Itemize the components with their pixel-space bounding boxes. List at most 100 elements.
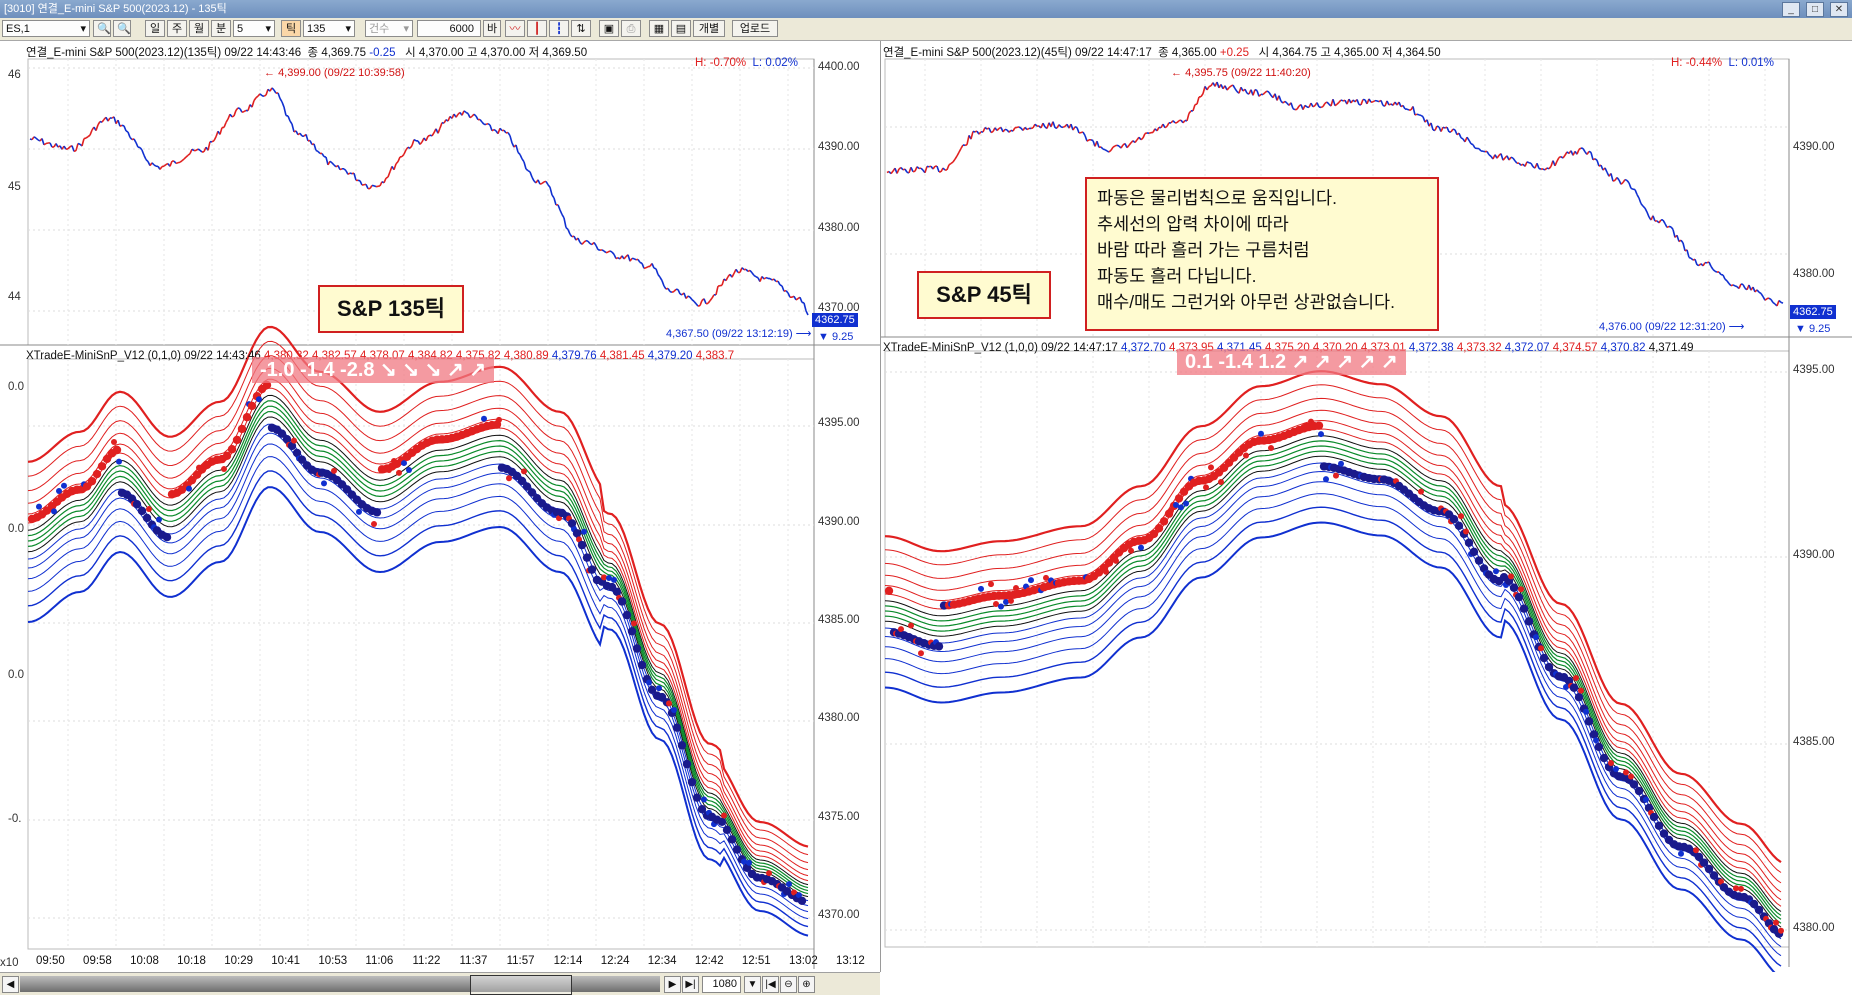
wave-dot — [1138, 545, 1144, 551]
wave-dot — [356, 509, 362, 515]
price-segment — [542, 182, 544, 184]
bars-input[interactable]: 6000 — [417, 20, 481, 37]
price-segment — [334, 165, 336, 167]
candle-chart-icon[interactable]: ┃ — [527, 20, 547, 37]
price-segment — [800, 297, 802, 302]
wave-dot — [1268, 445, 1274, 451]
scroll-end-icon[interactable]: ▶| — [682, 976, 699, 993]
price-segment — [1431, 123, 1433, 130]
left-ind-ytick: 4375.00 — [818, 811, 860, 823]
copy-icon[interactable]: ▣ — [599, 20, 619, 37]
count-select[interactable]: 건수▾ — [365, 20, 413, 37]
left-scrollbar[interactable]: ◀ ▶ ▶| 1080 ▼ |◀ ⊖ ⊕ — [0, 972, 880, 995]
price-segment — [1725, 279, 1727, 281]
minute-select[interactable]: 5▾ — [233, 20, 275, 37]
price-segment — [1641, 204, 1643, 206]
wave-blob — [1455, 522, 1463, 530]
time-label: 12:24 — [601, 955, 630, 967]
price-segment — [961, 145, 963, 149]
price-segment — [394, 164, 396, 170]
price-segment — [778, 281, 780, 285]
indicator-band — [885, 507, 1781, 966]
price-segment — [490, 125, 492, 131]
wave-blob — [143, 514, 151, 522]
wave-blob — [683, 760, 691, 768]
zoom-input[interactable]: 1080 — [702, 976, 741, 993]
price-segment — [322, 153, 324, 156]
price-segment — [696, 304, 698, 306]
wave-blob — [693, 793, 701, 801]
price-segment — [754, 275, 756, 276]
print-icon[interactable]: ⎙ — [621, 20, 641, 37]
price-segment — [144, 155, 146, 159]
period-minute-button[interactable]: 분 — [211, 20, 231, 37]
minimize-button[interactable]: _ — [1782, 2, 1800, 17]
wave-blob — [1540, 654, 1548, 662]
price-segment — [1025, 127, 1027, 129]
price-segment — [518, 152, 520, 154]
close-button[interactable]: ✕ — [1830, 2, 1848, 17]
price-segment — [1361, 99, 1363, 104]
tick-chart-icon[interactable]: ⇅ — [571, 20, 591, 37]
price-segment — [1291, 103, 1293, 109]
zoom-out-icon[interactable]: ▼ — [744, 976, 761, 993]
wave-dot — [396, 470, 402, 476]
price-segment — [1157, 127, 1159, 130]
price-segment — [316, 150, 318, 151]
time-label: 12:14 — [554, 955, 583, 967]
price-segment — [86, 137, 88, 138]
price-segment — [326, 157, 328, 165]
wave-blob — [678, 741, 686, 749]
bar-chart-icon[interactable]: ┇ — [549, 20, 569, 37]
bars-suffix: 바 — [483, 20, 501, 37]
scroll-thumb[interactable] — [470, 975, 572, 995]
maximize-button[interactable]: □ — [1806, 2, 1824, 17]
price-segment — [1443, 127, 1445, 128]
symbol-select[interactable]: ES,1▾ — [2, 20, 90, 37]
price-segment — [1527, 162, 1529, 163]
wave-dot — [116, 459, 122, 465]
price-segment — [108, 118, 110, 121]
grid-icon[interactable]: ▦ — [649, 20, 669, 37]
price-segment — [1549, 166, 1551, 168]
zoom-fit-icon[interactable]: ⊖ — [780, 976, 797, 993]
wave-blob — [1585, 717, 1593, 725]
price-segment — [1509, 157, 1511, 160]
price-segment — [1083, 132, 1085, 136]
price-segment — [72, 146, 74, 152]
left-ind-ytick: 4395.00 — [818, 417, 860, 429]
search-icon[interactable]: 🔍 — [93, 20, 111, 37]
left-ind-lefttick: 0.0 — [8, 669, 24, 681]
period-week-button[interactable]: 주 — [167, 20, 187, 37]
price-segment — [762, 276, 764, 279]
price-segment — [546, 181, 548, 184]
line-chart-icon[interactable]: 〰 — [505, 20, 525, 37]
price-segment — [1285, 101, 1287, 103]
scroll-right-icon[interactable]: ▶ — [664, 976, 681, 993]
tick-select[interactable]: 135▾ — [303, 20, 355, 37]
price-segment — [646, 267, 648, 268]
price-segment — [1143, 134, 1145, 138]
price-segment — [186, 155, 188, 157]
period-month-button[interactable]: 월 — [189, 20, 209, 37]
upload-button[interactable]: 업로드 — [732, 20, 778, 37]
price-segment — [694, 301, 696, 303]
left-chart-canvas[interactable] — [0, 41, 880, 972]
zoom-in-icon[interactable]: ⊕ — [798, 976, 815, 993]
table-icon[interactable]: ▤ — [671, 20, 691, 37]
indicator-value: 4,372.07 — [1505, 342, 1553, 354]
price-segment — [1779, 300, 1781, 302]
indicator-band — [28, 444, 808, 912]
price-segment — [1489, 155, 1491, 157]
individual-button[interactable]: 개별 — [693, 20, 725, 37]
price-segment — [1647, 212, 1649, 217]
right-ind-ytick: 4390.00 — [1793, 549, 1835, 561]
price-segment — [634, 259, 636, 260]
time-label: 10:53 — [318, 955, 347, 967]
toolbar: ES,1▾ 🔍 🔍 일 주 월 분 5▾ 틱 135▾ 건수▾ 6000 바 〰… — [0, 18, 1852, 41]
search-clear-icon[interactable]: 🔍 — [113, 20, 131, 37]
tick-button[interactable]: 틱 — [281, 20, 301, 37]
period-day-button[interactable]: 일 — [145, 20, 165, 37]
step-icon[interactable]: |◀ — [762, 976, 779, 993]
scroll-left-icon[interactable]: ◀ — [2, 976, 19, 993]
